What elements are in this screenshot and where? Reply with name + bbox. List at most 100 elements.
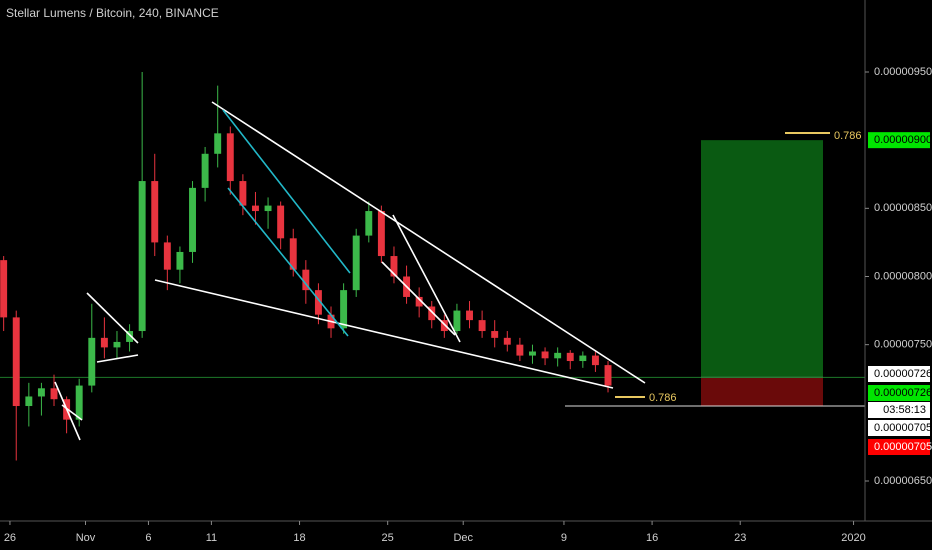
price-label: 0.00000705 — [874, 441, 932, 453]
trend-line — [61, 404, 83, 421]
x-tick-label: 2020 — [841, 532, 865, 544]
x-tick-label: 11 — [206, 532, 217, 544]
candle-body — [453, 310, 461, 332]
candle — [12, 310, 20, 461]
candle-body — [239, 181, 247, 206]
x-tick-label: 6 — [145, 532, 151, 544]
candle — [516, 337, 524, 362]
trend-line — [154, 279, 614, 389]
candle-body — [579, 355, 587, 362]
candle — [352, 228, 360, 297]
candle — [277, 201, 285, 250]
candle-body — [201, 153, 209, 188]
candle — [377, 205, 385, 263]
x-tick-label: 23 — [734, 532, 746, 544]
price-label-box — [868, 385, 930, 401]
price-label: 0.00000726 — [874, 387, 932, 399]
chart-title: Stellar Lumens / Bitcoin, 240, BINANCE — [6, 6, 219, 20]
candle — [453, 303, 461, 334]
candle-body — [289, 238, 297, 270]
candle-body — [566, 352, 574, 362]
candle-body — [352, 235, 360, 291]
candle — [503, 331, 511, 352]
candle — [126, 324, 134, 352]
candle — [491, 320, 499, 348]
candle-body — [138, 181, 146, 332]
candle — [189, 181, 196, 263]
trend-line — [96, 354, 139, 363]
price-label: 0.00000726 — [874, 368, 932, 380]
x-tick-label: Nov — [76, 532, 96, 544]
candle — [214, 85, 222, 168]
candle — [554, 347, 562, 367]
candle-body — [529, 351, 536, 356]
price-label-box — [868, 366, 930, 382]
candle — [390, 246, 398, 284]
candle — [163, 235, 171, 291]
candle-body — [25, 396, 33, 407]
candle — [201, 146, 209, 202]
candle-body — [377, 211, 385, 257]
candle — [340, 283, 348, 334]
trend-line — [381, 261, 456, 336]
y-tick-label: 0.00000650 — [874, 475, 932, 487]
candle-body — [75, 385, 83, 420]
channel-line — [227, 187, 349, 337]
profit-zone — [701, 140, 823, 378]
x-tick-label: 26 — [4, 532, 16, 544]
candle-body — [0, 260, 8, 318]
x-tick-label: 9 — [561, 532, 567, 544]
fib-label: 0.786 — [834, 130, 862, 142]
candle — [591, 350, 599, 372]
candle — [88, 303, 96, 393]
drawings — [54, 101, 830, 441]
candle-body — [163, 242, 171, 270]
candle — [529, 344, 536, 364]
candle — [428, 301, 436, 329]
candle — [151, 153, 159, 257]
candle-body — [176, 251, 184, 270]
candle-body — [428, 306, 436, 321]
price-label: 0.00000900 — [874, 134, 932, 146]
candle — [302, 260, 310, 304]
y-tick-label: 0.00000800 — [874, 270, 932, 282]
candle-body — [390, 256, 398, 277]
price-label-box — [868, 420, 930, 436]
candle — [314, 283, 322, 325]
candle — [100, 317, 108, 359]
price-label-box — [868, 439, 930, 455]
candle-body — [126, 331, 134, 342]
y-tick-label: 0.00000850 — [874, 202, 932, 214]
x-tick-label: Dec — [453, 532, 473, 544]
candle — [365, 201, 373, 243]
candle-body — [415, 296, 423, 307]
candle-body — [37, 388, 45, 397]
candle-body — [189, 187, 196, 252]
candle-body — [88, 337, 96, 386]
candle — [226, 126, 234, 195]
y-tick-label: 0.00000950 — [874, 66, 932, 78]
candle — [252, 191, 259, 225]
candle — [566, 350, 574, 370]
candle-body — [314, 290, 322, 315]
candle-body — [252, 205, 259, 212]
candle-body — [541, 351, 549, 359]
candle-body — [491, 331, 499, 338]
candle-body — [478, 320, 486, 332]
candle — [541, 347, 549, 366]
trend-line — [54, 381, 81, 441]
fib-label: 0.786 — [649, 392, 677, 404]
candle-body — [365, 211, 373, 236]
trend-line — [211, 101, 646, 384]
candle-body — [503, 337, 511, 345]
candle — [466, 301, 473, 329]
candle — [37, 382, 45, 416]
candle — [440, 314, 448, 338]
candle — [264, 197, 272, 229]
candle-body — [554, 352, 562, 359]
trend-line — [392, 214, 461, 343]
candle-body — [302, 269, 310, 291]
candle — [25, 382, 33, 427]
candle-body — [151, 181, 159, 243]
